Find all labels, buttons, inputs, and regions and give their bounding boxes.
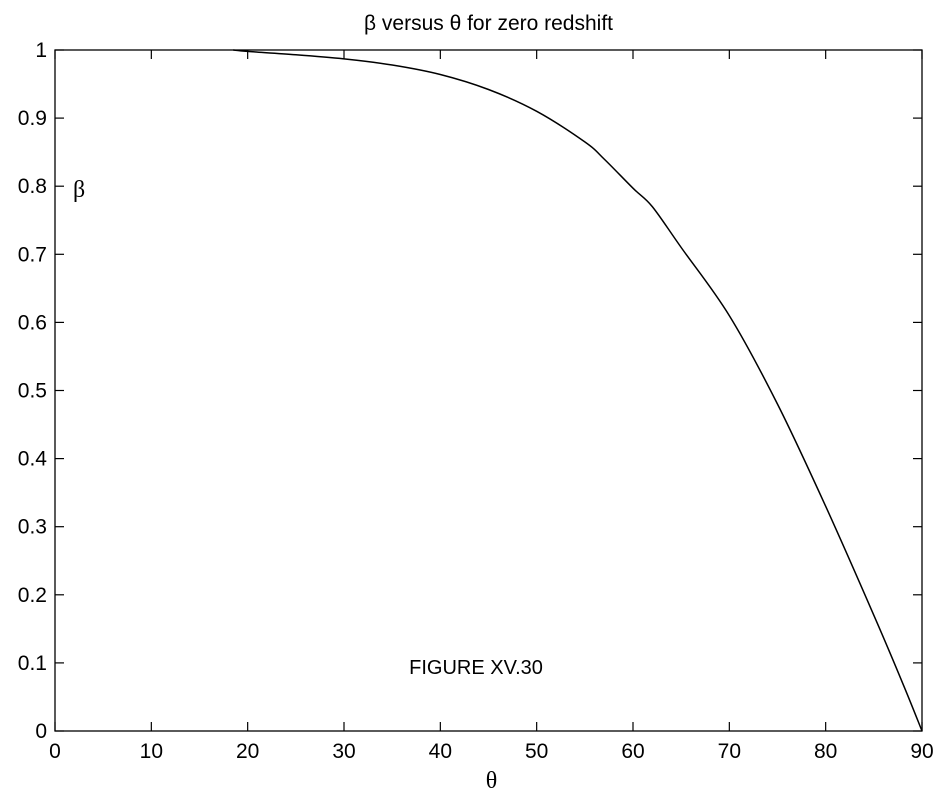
chart-title: β versus θ for zero redshift <box>364 12 613 35</box>
x-tick-label: 80 <box>814 740 837 763</box>
y-tick-label: 0.6 <box>18 311 47 334</box>
y-axis-label: β <box>73 177 85 203</box>
x-tick-label: 20 <box>236 740 259 763</box>
x-tick-label: 50 <box>525 740 548 763</box>
y-tick-label: 0.2 <box>18 584 47 607</box>
y-tick-label: 0.1 <box>18 652 47 675</box>
x-tick-label: 40 <box>429 740 452 763</box>
y-tick-label: 0.7 <box>18 243 47 266</box>
y-tick-label: 0.9 <box>18 107 47 130</box>
x-tick-label: 30 <box>332 740 355 763</box>
y-tick-label: 0.8 <box>18 175 47 198</box>
y-tick-label: 0.5 <box>18 380 47 403</box>
x-tick-label: 0 <box>49 740 61 763</box>
x-tick-label: 10 <box>140 740 163 763</box>
y-tick-labels: 0 0.1 0.2 0.3 0.4 0.5 0.6 0.7 0.8 0.9 1 <box>18 39 48 743</box>
plot-frame <box>54 49 923 732</box>
beta-curve <box>233 49 923 732</box>
axis-ticks <box>54 49 923 732</box>
y-tick-label: 0.3 <box>18 516 47 539</box>
figure-annotation: FIGURE XV.30 <box>409 657 543 679</box>
x-axis-label: θ <box>486 768 498 794</box>
y-tick-label: 0.4 <box>18 448 48 471</box>
y-tick-label: 1 <box>35 39 47 62</box>
x-tick-label: 60 <box>621 740 644 763</box>
x-tick-labels: 0 10 20 30 40 50 60 70 80 90 <box>49 740 934 763</box>
y-tick-label: 0 <box>35 720 47 743</box>
x-tick-label: 90 <box>910 740 933 763</box>
x-tick-label: 70 <box>718 740 741 763</box>
